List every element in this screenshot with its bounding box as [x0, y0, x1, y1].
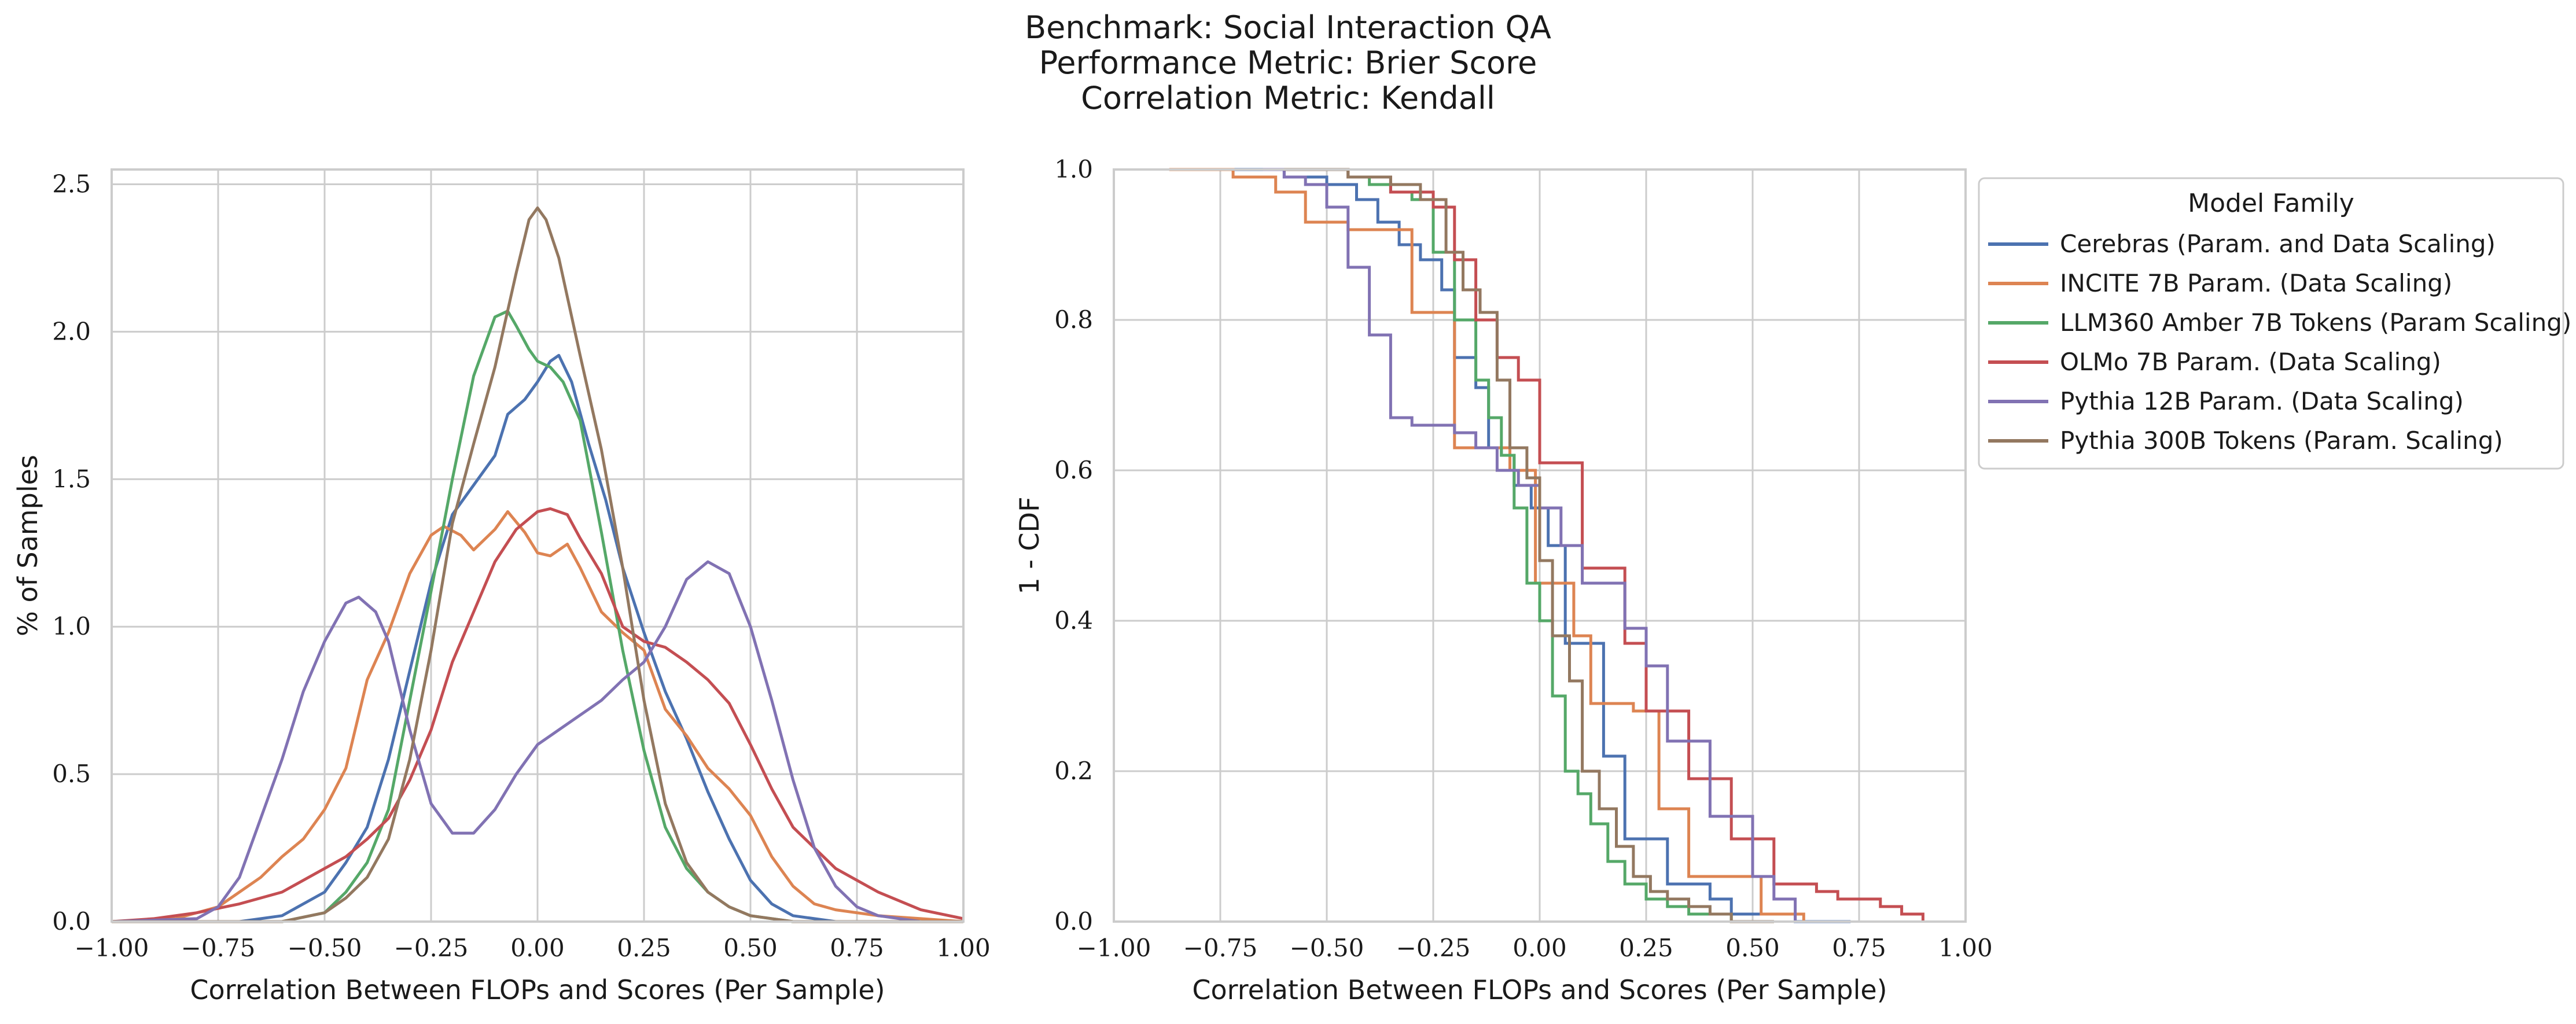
legend-label-OLMo: OLMo 7B Param. (Data Scaling) [2060, 348, 2441, 376]
kde-y-tick-label: 0.0 [52, 907, 91, 935]
kde-y-tick-label: 1.5 [52, 465, 91, 493]
ecdf-y-ticks: 0.0 0.2 0.4 0.6 0.8 1.0 [1054, 155, 1093, 935]
ecdf-x-tick-label: 0.25 [1619, 934, 1673, 962]
title-line-3: Correlation Metric: Kendall [1081, 80, 1495, 116]
kde-x-tick-label: 0.25 [617, 934, 671, 962]
legend-title: Model Family [2188, 189, 2354, 218]
kde-series-line-Pythia12B [111, 560, 963, 923]
ecdf-y-tick-label: 0.2 [1054, 757, 1093, 785]
ecdf-x-tick-label: 0.50 [1725, 934, 1780, 962]
figure-title: Benchmark: Social Interaction QA Perform… [1025, 9, 1551, 116]
kde-x-tick-label: −0.75 [181, 934, 256, 962]
kde-x-tick-label: −0.50 [288, 934, 362, 962]
ecdf-y-tick-label: 0.8 [1054, 305, 1093, 334]
ecdf-x-tick-label: 0.75 [1832, 934, 1886, 962]
kde-series [111, 206, 964, 923]
ecdf-x-axis-label: Correlation Between FLOPs and Scores (Pe… [1192, 974, 1887, 1005]
legend-box [1978, 177, 2564, 470]
kde-x-tick-label: 0.00 [510, 934, 565, 962]
ecdf-x-tick-label: −0.25 [1396, 934, 1471, 962]
title-line-1: Benchmark: Social Interaction QA [1025, 9, 1551, 46]
kde-series-line-INCITE [111, 510, 964, 923]
kde-y-tick-label: 0.5 [52, 760, 91, 788]
ecdf-x-tick-label: −1.00 [1077, 934, 1151, 962]
ecdf-x-ticks: −1.00 −0.75 −0.50 −0.25 0.00 0.25 0.50 0.75 1.00 [1077, 934, 1993, 962]
kde-series-line-Pythia300B [112, 206, 963, 923]
kde-series-line-OLMo [111, 507, 964, 923]
kde-x-tick-label: −0.25 [394, 934, 469, 962]
legend-label-INCITE: INCITE 7B Param. (Data Scaling) [2060, 269, 2452, 297]
kde-x-axis-label: Correlation Between FLOPs and Scores (Pe… [190, 974, 885, 1005]
kde-grid [111, 170, 965, 923]
kde-y-tick-label: 2.0 [52, 317, 91, 345]
legend: Model Family Cerebras (Param. and Data S… [1978, 177, 2571, 470]
kde-y-ticks: 0.0 0.5 1.0 1.5 2.0 2.5 [52, 170, 91, 935]
ecdf-x-tick-label: 1.00 [1938, 934, 1993, 962]
ecdf-y-tick-label: 0.4 [1054, 606, 1093, 635]
ecdf-x-tick-label: 0.00 [1513, 934, 1567, 962]
kde-chart: −1.00 −0.75 −0.50 −0.25 0.00 0.25 0.50 0.75 1.00… [12, 168, 991, 1005]
ecdf-plot-frame [1113, 168, 1967, 923]
ecdf-series-line-OLMo [1284, 168, 1924, 922]
kde-x-tick-label: −1.00 [75, 934, 149, 962]
legend-entries: Cerebras (Param. and Data Scaling) INCITE… [1988, 230, 2571, 455]
kde-x-ticks: −1.00 −0.75 −0.50 −0.25 0.00 0.25 0.50 0.75 1.00 [75, 934, 991, 962]
title-line-2: Performance Metric: Brier Score [1039, 45, 1537, 81]
ecdf-series-line-INCITE [1169, 168, 1805, 922]
legend-label-LLM360: LLM360 Amber 7B Tokens (Param Scaling) [2060, 308, 2571, 337]
kde-series-line-LLM360 [112, 310, 963, 923]
ecdf-x-tick-label: −0.75 [1183, 934, 1258, 962]
kde-y-axis-label: % of Samples [12, 455, 43, 636]
kde-y-tick-label: 2.5 [52, 170, 91, 198]
ecdf-y-tick-label: 1.0 [1054, 155, 1093, 183]
ecdf-y-tick-label: 0.6 [1054, 456, 1093, 484]
kde-series-line-Cerebras [112, 353, 963, 923]
kde-plot-frame [111, 168, 965, 923]
ecdf-chart: −1.00 −0.75 −0.50 −0.25 0.00 0.25 0.50 0.75 1.00… [1014, 155, 1993, 1005]
ecdf-x-tick-label: −0.50 [1290, 934, 1364, 962]
kde-x-tick-label: 1.00 [936, 934, 991, 962]
legend-label-Pythia300B: Pythia 300B Tokens (Param. Scaling) [2060, 426, 2503, 455]
kde-x-tick-label: 0.50 [723, 934, 778, 962]
ecdf-series-line-Pythia12B [1263, 168, 1797, 922]
kde-x-tick-label: 0.75 [830, 934, 884, 962]
ecdf-series-line-Pythia300B [1284, 168, 1774, 923]
ecdf-series [1169, 168, 1924, 923]
ecdf-y-tick-label: 0.0 [1054, 907, 1093, 935]
legend-label-Cerebras: Cerebras (Param. and Data Scaling) [2060, 230, 2496, 258]
ecdf-y-axis-label: 1 - CDF [1014, 496, 1045, 594]
legend-label-Pythia12B: Pythia 12B Param. (Data Scaling) [2060, 387, 2464, 415]
kde-y-tick-label: 1.0 [52, 612, 91, 640]
